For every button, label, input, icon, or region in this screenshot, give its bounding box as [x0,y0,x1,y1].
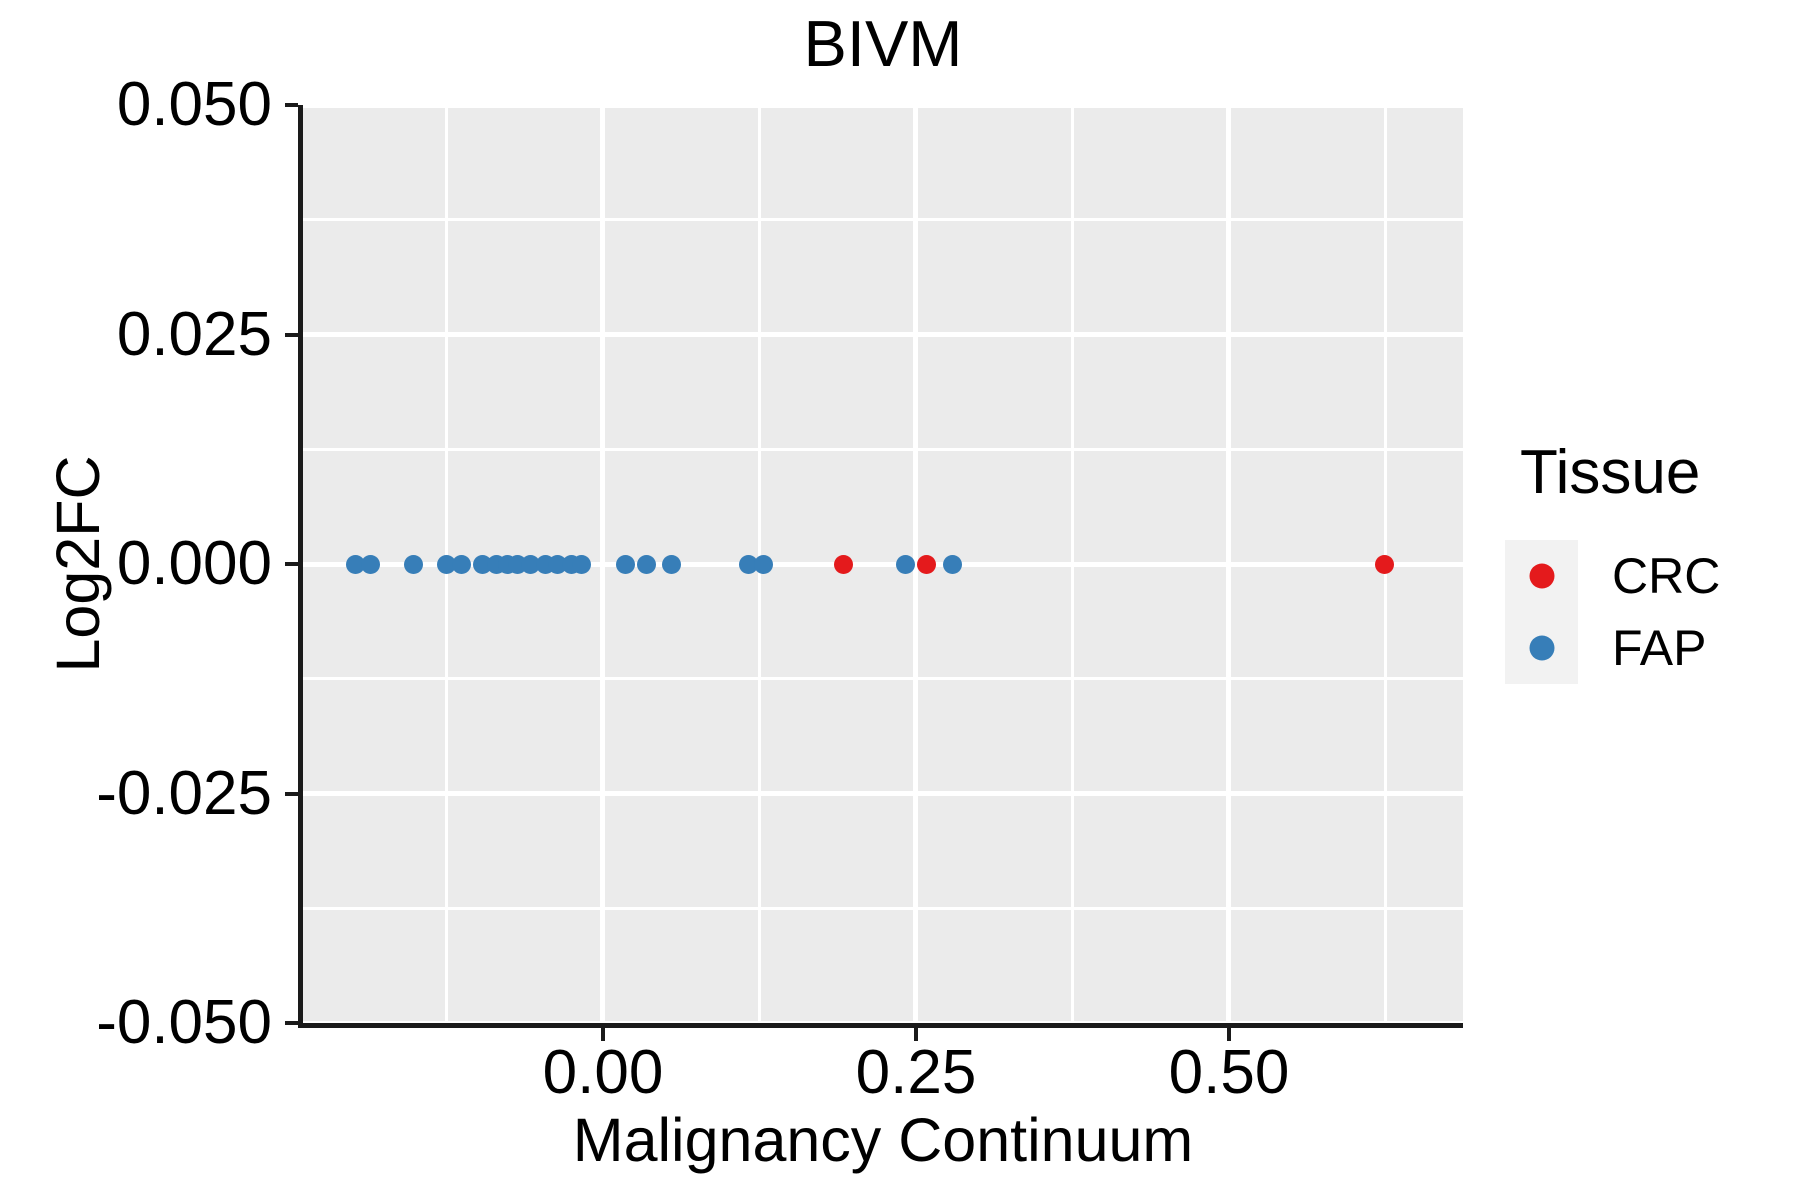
x-gridline-major [913,105,919,1023]
x-gridline-major [600,105,606,1023]
plot-panel [303,105,1463,1023]
y-tick-mark [285,1021,298,1025]
data-point-fap [572,554,592,574]
y-gridline-major [303,561,1463,567]
crc-dot-icon [1529,563,1554,589]
x-axis-line [298,1023,1463,1028]
y-gridline-minor [303,447,1463,451]
y-gridline-minor [303,677,1463,681]
y-tick-label: 0.025 [116,299,272,369]
x-tick-label: 0.00 [542,1038,664,1107]
y-gridline-major [303,332,1463,337]
data-point-fap [896,554,916,574]
y-tick-label: -0.050 [96,988,272,1057]
legend-item-fap: FAP [1505,612,1706,684]
y-tick-mark [285,562,298,566]
y-axis-title: Log2FC [44,455,112,673]
x-tick-label: 0.50 [1168,1038,1290,1107]
x-tick-mark [913,1028,918,1041]
data-point-fap [738,554,758,574]
legend-key-swatch [1505,540,1578,612]
data-point-fap [662,554,682,574]
data-point-fap [753,554,773,574]
y-gridline-minor [303,218,1463,222]
data-point-fap [360,554,380,574]
data-point-crc [1374,554,1394,574]
y-gridline-major [303,791,1463,796]
data-point-crc [833,554,853,574]
legend-label-crc: CRC [1612,548,1721,604]
data-point-fap [942,554,962,574]
y-axis-line [298,105,303,1028]
x-tick-mark [600,1028,605,1041]
data-point-fap [520,554,540,574]
data-point-fap [436,554,456,574]
legend-key-swatch [1505,612,1578,684]
y-gridline-major [303,1020,1463,1023]
chart-title: BIVM [803,7,963,80]
data-point-fap [637,554,657,574]
data-point-fap [616,554,636,574]
legend-title: Tissue [1520,438,1701,507]
y-gridline-major [303,105,1463,108]
data-point-fap [345,554,365,574]
y-tick-label: -0.025 [96,758,272,828]
y-tick-mark [285,332,298,337]
data-point-crc [916,554,936,574]
legend-item-crc: CRC [1505,540,1720,612]
y-gridline-minor [303,906,1463,910]
x-tick-mark [1226,1028,1231,1041]
x-tick-label: 0.25 [855,1038,977,1107]
y-tick-mark [285,791,298,796]
fap-dot-icon [1529,635,1554,661]
data-point-fap [452,554,471,574]
legend-label-fap: FAP [1612,620,1707,676]
y-tick-label: 0.000 [116,529,272,598]
y-tick-label: 0.050 [116,70,272,139]
data-point-fap [404,554,424,574]
x-axis-title: Malignancy Continuum [572,1106,1194,1174]
x-gridline-major [1226,105,1232,1023]
y-tick-mark [285,103,298,107]
